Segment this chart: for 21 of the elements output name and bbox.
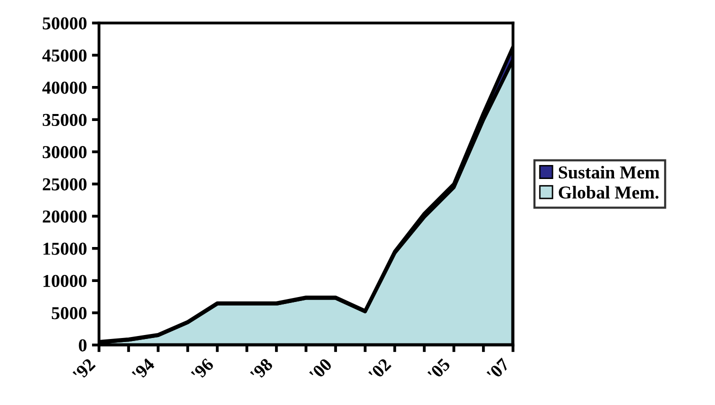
x-tick-label: '92: [72, 358, 96, 382]
x-tick-label: '00: [309, 358, 332, 382]
legend-label: Sustain Mem: [558, 166, 660, 179]
legend-label: Global Mem.: [558, 186, 658, 199]
y-tick-label: 45000: [42, 49, 87, 62]
y-tick-label: 35000: [42, 114, 87, 126]
y-tick-label: 20000: [42, 210, 87, 223]
y-tick-label: 40000: [42, 82, 87, 94]
y-tick-label: 10000: [44, 274, 87, 288]
y-tick-label: 25000: [42, 178, 87, 190]
y-tick-label: 30000: [42, 146, 87, 158]
x-tick-label: '98: [250, 358, 274, 382]
y-tick-label: 15000: [44, 242, 87, 255]
y-tick-label: 5000: [52, 307, 87, 320]
x-tick-label: '96: [190, 358, 214, 382]
x-tick-label: '02: [368, 358, 392, 382]
x-tick-label: '07: [486, 357, 510, 382]
x-tick-label: '05: [427, 358, 451, 382]
y-tick-label: 50000: [42, 17, 87, 30]
x-tick-label: '94: [132, 357, 156, 382]
y-tick-label: 0: [78, 339, 87, 352]
